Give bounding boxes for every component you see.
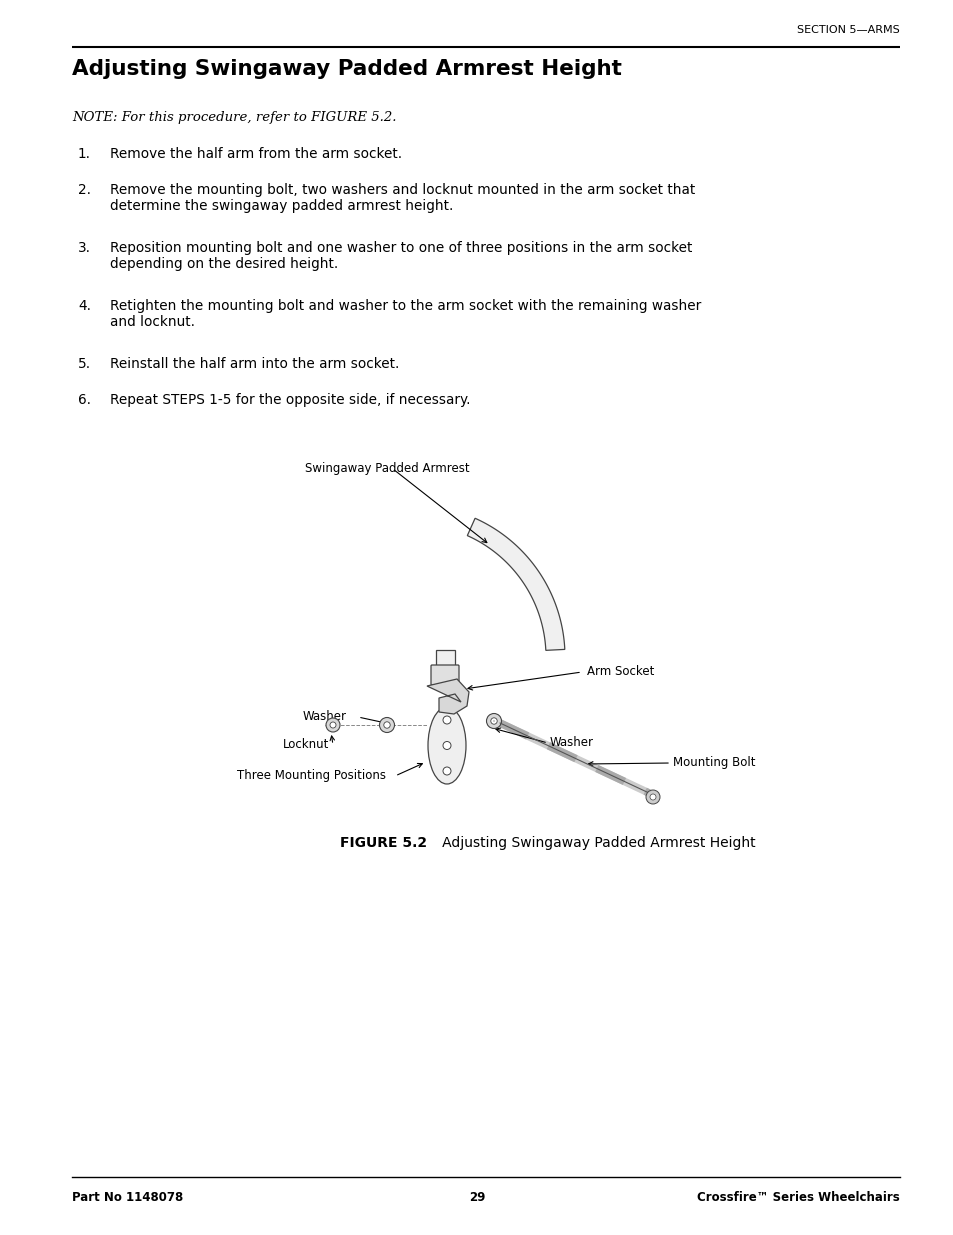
Circle shape: [486, 714, 501, 729]
Text: 5.: 5.: [78, 357, 91, 370]
Text: Arm Socket: Arm Socket: [586, 666, 654, 678]
Text: Repeat STEPS 1-5 for the opposite side, if necessary.: Repeat STEPS 1-5 for the opposite side, …: [110, 393, 470, 408]
Text: 1.: 1.: [78, 147, 91, 161]
Text: Reposition mounting bolt and one washer to one of three positions in the arm soc: Reposition mounting bolt and one washer …: [110, 241, 692, 272]
Text: Remove the mounting bolt, two washers and locknut mounted in the arm socket that: Remove the mounting bolt, two washers an…: [110, 183, 695, 214]
Text: Remove the half arm from the arm socket.: Remove the half arm from the arm socket.: [110, 147, 402, 161]
Text: Part No 1148078: Part No 1148078: [71, 1191, 183, 1204]
Text: 29: 29: [468, 1191, 485, 1204]
Text: Crossfire™ Series Wheelchairs: Crossfire™ Series Wheelchairs: [697, 1191, 899, 1204]
Text: Reinstall the half arm into the arm socket.: Reinstall the half arm into the arm sock…: [110, 357, 399, 370]
Text: Mounting Bolt: Mounting Bolt: [672, 757, 755, 769]
Text: Locknut: Locknut: [283, 739, 329, 752]
FancyBboxPatch shape: [431, 664, 458, 685]
Text: FIGURE 5.2: FIGURE 5.2: [339, 836, 427, 850]
Circle shape: [649, 794, 656, 800]
Circle shape: [326, 718, 339, 732]
Text: Adjusting Swingaway Padded Armrest Height: Adjusting Swingaway Padded Armrest Heigh…: [429, 836, 755, 850]
Text: Washer: Washer: [303, 710, 347, 724]
Text: Three Mounting Positions: Three Mounting Positions: [236, 769, 386, 783]
Circle shape: [442, 767, 451, 776]
Text: SECTION 5—ARMS: SECTION 5—ARMS: [797, 25, 899, 35]
Text: 2.: 2.: [78, 183, 91, 198]
Circle shape: [330, 722, 335, 727]
Circle shape: [442, 716, 451, 724]
Bar: [435, 651, 454, 687]
Text: Adjusting Swingaway Padded Armrest Height: Adjusting Swingaway Padded Armrest Heigh…: [71, 59, 621, 79]
Text: Washer: Washer: [550, 736, 594, 750]
Circle shape: [645, 790, 659, 804]
Circle shape: [379, 718, 395, 732]
Text: Retighten the mounting bolt and washer to the arm socket with the remaining wash: Retighten the mounting bolt and washer t…: [110, 299, 700, 330]
Polygon shape: [467, 519, 564, 651]
Ellipse shape: [428, 706, 465, 784]
Circle shape: [490, 718, 497, 724]
Text: 4.: 4.: [78, 299, 91, 312]
Polygon shape: [427, 679, 469, 714]
Text: Swingaway Padded Armrest: Swingaway Padded Armrest: [305, 462, 469, 475]
Text: 3.: 3.: [78, 241, 91, 254]
Circle shape: [442, 741, 451, 750]
Text: NOTE: For this procedure, refer to FIGURE 5.2.: NOTE: For this procedure, refer to FIGUR…: [71, 111, 396, 124]
Text: 6.: 6.: [78, 393, 91, 408]
Circle shape: [383, 721, 390, 729]
